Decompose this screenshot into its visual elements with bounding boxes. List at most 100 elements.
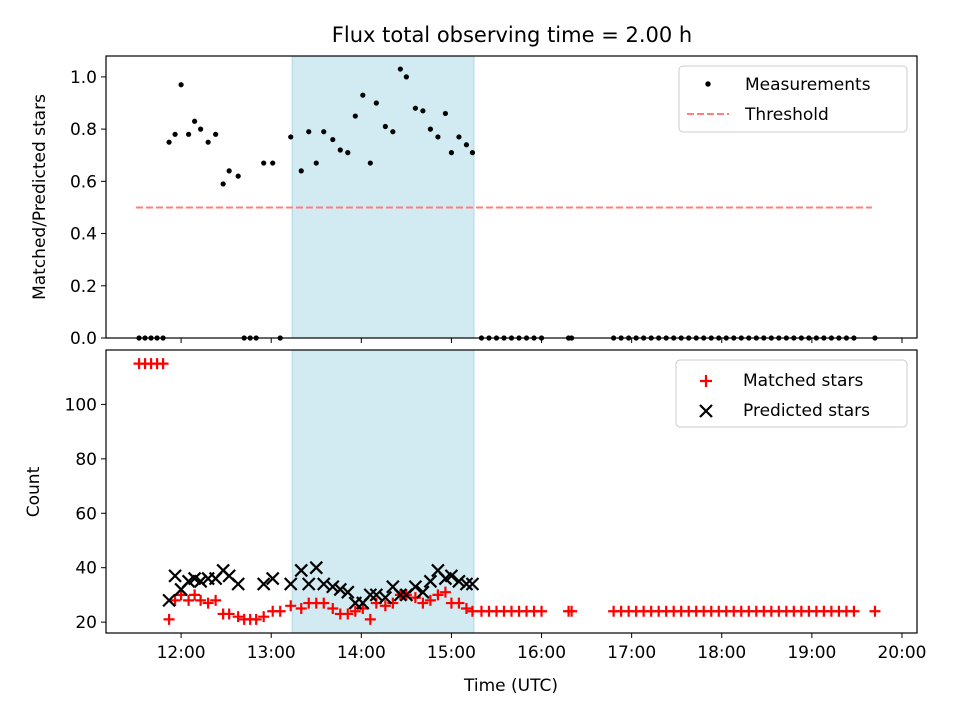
measurement-point (360, 92, 366, 98)
matched-star-point (274, 605, 286, 617)
matched-star-point (409, 592, 421, 604)
matched-star-point (210, 594, 222, 606)
ratio-legend-box (678, 65, 908, 133)
measurement-point (345, 150, 351, 156)
count-panel-background (291, 349, 475, 634)
matched-star-point (869, 605, 881, 617)
matched-star-point (295, 603, 307, 615)
matched-star-point (169, 594, 181, 606)
count-legend-box (675, 359, 908, 428)
ratio-y-tick-label: 0.4 (70, 225, 97, 245)
measurement-point (235, 173, 241, 179)
matched-star-point (223, 608, 235, 620)
count-panel: 12:00 13:00 14:00 15:00 16:00 17:00 18:00 19:00… (24, 349, 926, 696)
measurement-point (412, 105, 418, 111)
measurement-point (186, 131, 192, 137)
legend-threshold-label: Threshold (744, 105, 829, 125)
predicted-star-point (193, 574, 208, 589)
count-y-tick-label: 100 (65, 395, 97, 415)
predicted-star-point (294, 563, 309, 578)
matched-star-point (285, 600, 297, 612)
predicted-star-point (231, 577, 245, 591)
matched-star-point (453, 597, 465, 609)
count-y-tick-label: 20 (75, 613, 97, 633)
measurement-point (448, 150, 455, 156)
measurement-point (172, 131, 178, 137)
ratio-y-axis-label: Matched/Predicted stars (30, 94, 50, 300)
measurement-point (321, 129, 327, 135)
x-tick-label: 18:00 (697, 643, 746, 663)
measurement-point (205, 139, 211, 145)
ratio-panel-frame (105, 55, 918, 339)
measurement-point (463, 142, 470, 148)
matched-star-point (318, 597, 330, 609)
predicted-star-point (408, 579, 423, 594)
measurement-point (337, 147, 343, 153)
measurement-point (469, 150, 476, 156)
ratio-legend: Measurements Threshold (678, 65, 908, 133)
measurement-point (427, 126, 433, 132)
matched-star-point (379, 600, 391, 612)
measurement-point (367, 160, 373, 166)
matched-star-point (364, 613, 376, 625)
ratio-panel-ticks: 0.0 0.2 0.4 0.6 0.8 1.0 (70, 68, 903, 349)
count-panel-marks (133, 358, 881, 625)
count-y-tick-label: 40 (75, 559, 97, 579)
measurement-point (382, 123, 388, 130)
matched-star-point (460, 603, 472, 615)
matched-star-point (357, 603, 369, 615)
matched-star-point (163, 613, 175, 625)
predicted-star-point (452, 574, 466, 589)
x-tick-label: 13:00 (247, 643, 296, 663)
matched-star-point (157, 358, 169, 370)
predicted-star-point (256, 577, 271, 591)
matched-star-point (258, 611, 270, 623)
figure-title: Flux total observing time = 2.00 h (332, 23, 692, 47)
predicted-star-point (316, 577, 331, 591)
measurement-point (442, 110, 449, 117)
measurement-point (270, 160, 276, 166)
matched-star-point (327, 603, 339, 615)
matched-star-point (536, 605, 548, 617)
measurement-point (420, 108, 426, 114)
ratio-y-tick-label: 0.0 (70, 329, 97, 349)
measurement-point (198, 126, 204, 132)
matched-star-point (250, 613, 262, 625)
ratio-panel-background (291, 55, 475, 339)
matched-star-point (175, 589, 187, 601)
predicted-star-point (393, 588, 408, 602)
matched-star-point (342, 608, 354, 620)
matched-star-point (183, 594, 195, 606)
ratio-y-tick-label: 0.2 (70, 277, 97, 297)
count-y-axis-label: Count (24, 466, 44, 517)
matched-star-point (189, 589, 201, 601)
legend-matched-marker (700, 375, 712, 387)
measurement-point (390, 129, 396, 135)
matched-star-point (202, 597, 214, 609)
measurement-point (352, 113, 358, 119)
count-observing-window (291, 349, 475, 634)
matched-star-point (195, 594, 207, 606)
predicted-star-point (168, 569, 182, 583)
x-tick-label: 20:00 (877, 643, 926, 663)
count-y-tick-label: 80 (75, 450, 97, 470)
measurement-point (373, 100, 379, 106)
ratio-panel: 0.0 0.2 0.4 0.6 0.8 1.0 Matched/Predicted sta… (30, 55, 918, 349)
measurement-point (456, 134, 462, 140)
measurement-point (313, 160, 319, 166)
measurement-point (226, 168, 232, 174)
measurement-point (192, 118, 198, 124)
measurement-point (435, 134, 441, 140)
measurement-point (166, 139, 172, 145)
predicted-star-point (333, 582, 348, 597)
x-axis-label: Time (UTC) (463, 676, 558, 696)
predicted-star-point (378, 590, 393, 605)
legend-measurements-label: Measurements (745, 75, 871, 95)
ratio-y-tick-label: 0.8 (70, 120, 97, 140)
ratio-y-tick-label: 1.0 (70, 68, 97, 88)
matched-star-point (566, 605, 578, 617)
measurement-point (298, 168, 304, 174)
matched-star-point (848, 605, 860, 617)
